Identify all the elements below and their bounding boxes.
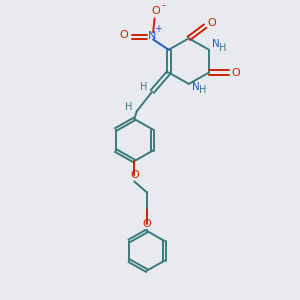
Text: H: H xyxy=(140,82,148,92)
Text: +: + xyxy=(154,24,163,34)
Text: H: H xyxy=(199,85,206,95)
Text: O: O xyxy=(142,219,151,229)
Text: O: O xyxy=(232,68,240,77)
Text: O: O xyxy=(151,6,160,16)
Text: H: H xyxy=(219,43,226,53)
Text: N: N xyxy=(147,31,156,41)
Text: -: - xyxy=(162,0,166,10)
Text: O: O xyxy=(207,18,216,28)
Text: O: O xyxy=(130,170,139,180)
Text: O: O xyxy=(119,30,128,40)
Text: H: H xyxy=(124,102,132,112)
Text: N: N xyxy=(191,82,199,92)
Text: N: N xyxy=(212,40,219,50)
